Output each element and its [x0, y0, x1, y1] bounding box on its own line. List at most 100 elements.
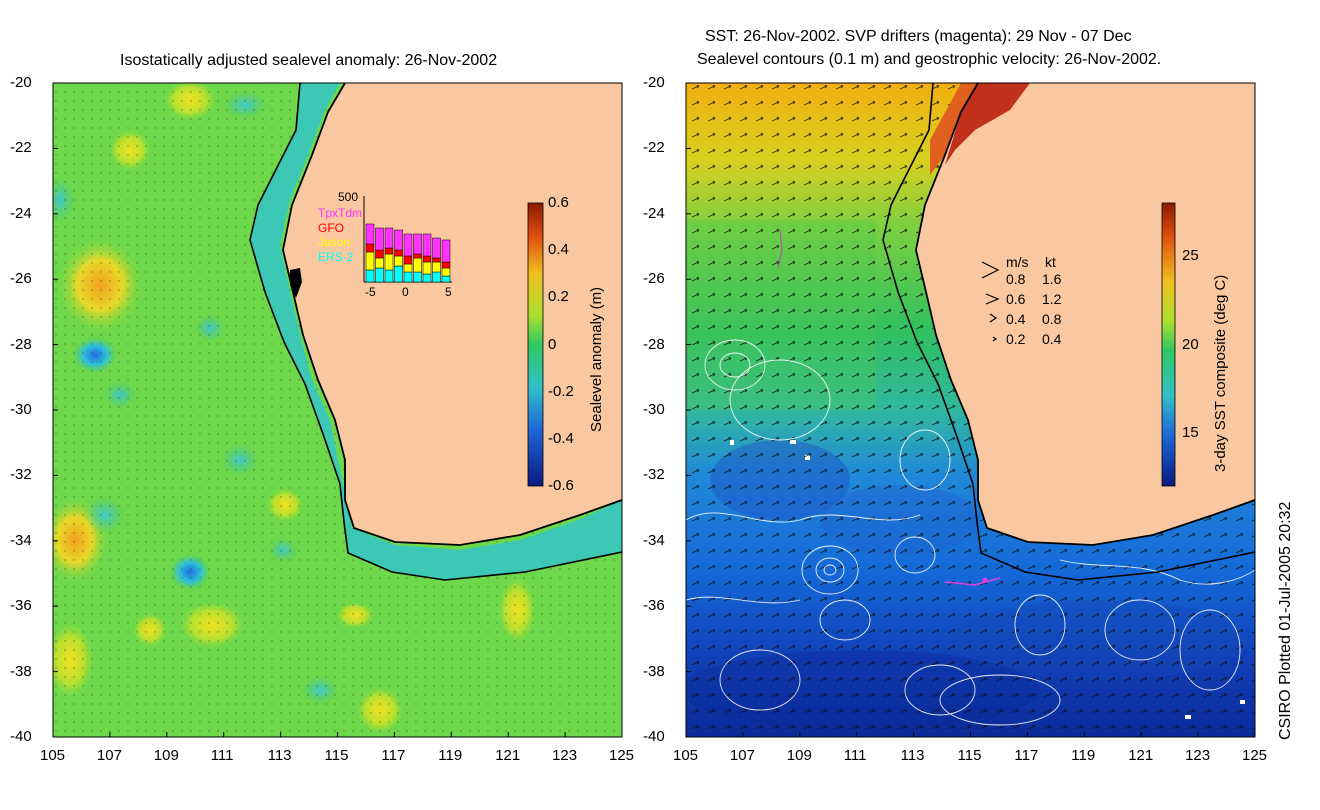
speed-legend-ms: 0.2	[1006, 331, 1026, 347]
inset-bar-segment	[432, 237, 441, 259]
right-lat-tick-label: -38	[643, 662, 665, 680]
inset-bar-segment	[375, 257, 384, 269]
left-colorbar-label: Sealevel anomaly (m)	[588, 286, 605, 432]
inset-bar-segment	[422, 261, 432, 275]
left-lon-tick-label: 115	[324, 747, 349, 764]
inset-bar-segment	[432, 257, 441, 263]
inset-bar-segment	[375, 249, 384, 259]
inset-bar-segment	[375, 227, 384, 251]
left-lat-tick-label: -40	[10, 728, 32, 745]
left-lon-tick-label: 109	[153, 747, 179, 764]
right-lon-tick-label: 123	[1185, 747, 1211, 764]
inset-bar-segment	[365, 243, 375, 253]
left-lon-tick-label: 107	[96, 747, 122, 764]
left-lat-tick-label: -36	[10, 597, 32, 615]
inset-bar-segment	[441, 275, 451, 283]
left-lat-tick-label: -20	[10, 74, 32, 91]
speed-legend-ms: 0.8	[1006, 271, 1026, 287]
inset-bar-segment	[384, 247, 394, 255]
left-colorbar-tick: 0	[548, 335, 557, 353]
right-lon-tick-label: 105	[673, 747, 699, 764]
left-lat-tick-label: -34	[10, 531, 32, 549]
inset-bar-segment	[384, 269, 394, 283]
left-colorbar-tick: -0.2	[548, 382, 574, 400]
right-colorbar-label: 3-day SST composite (deg C)	[1212, 274, 1229, 472]
left-lon-tick-label: 119	[438, 747, 463, 764]
speed-legend-header-ms: m/s	[1006, 254, 1029, 270]
inset-bar-segment	[432, 261, 441, 273]
inset-bar-segment	[432, 271, 441, 283]
inset-x-tick: 0	[402, 285, 409, 299]
left-colorbar-tick: -0.4	[548, 429, 574, 447]
inset-bar-segment	[403, 233, 413, 257]
left-lon-tick-label: 113	[267, 747, 292, 764]
right-lat-tick-label: -24	[643, 204, 665, 222]
left-colorbar-tick: 0.4	[548, 241, 569, 259]
inset-x-tick: -5	[365, 285, 376, 299]
inset-bar-segment	[441, 267, 451, 277]
left-lat-tick-label: -28	[10, 335, 32, 353]
inset-bar-segment	[394, 249, 403, 257]
right-lon-tick-label: 111	[843, 747, 867, 764]
inset-bar-segment	[394, 229, 403, 251]
left-lat-tick-label: -32	[10, 466, 32, 484]
left-lat-tick-label: -24	[10, 204, 32, 222]
right-lon-tick-label: 107	[729, 747, 755, 764]
speed-legend-arrows	[981, 261, 1000, 342]
coverage-inset-chart	[363, 196, 452, 283]
right-lon-tick-label: 113	[900, 747, 925, 764]
left-lat-tick-label: -22	[10, 139, 32, 157]
inset-bar-segment	[394, 265, 403, 283]
left-lat-tick-label: -26	[10, 270, 32, 288]
inset-bar-segment	[413, 257, 422, 273]
inset-bar-segment	[422, 273, 432, 283]
inset-bar-segment	[441, 261, 451, 269]
inset-bar-segment	[403, 271, 413, 283]
speed-legend-kt: 0.4	[1042, 331, 1062, 347]
right-lat-tick-label: -36	[643, 597, 665, 615]
right-lon-tick-label: 121	[1128, 747, 1154, 764]
right-lon-tick-label: 125	[1242, 747, 1268, 764]
right-lat-tick-label: -30	[643, 401, 665, 418]
inset-bar-segment	[441, 239, 451, 263]
inset-bar-segment	[413, 253, 422, 259]
inset-bar-segment	[365, 223, 375, 245]
inset-bar-segment	[394, 255, 403, 267]
right-lon-tick-label: 119	[1071, 747, 1096, 764]
right-lat-tick-label: -20	[643, 74, 665, 91]
inset-bar-segment	[403, 255, 413, 265]
left-lon-tick-label: 117	[381, 747, 406, 764]
inset-legend-gfo: GFO	[318, 220, 344, 235]
left-colorbar	[527, 202, 544, 487]
speed-legend-ms: 0.6	[1006, 291, 1026, 307]
right-map-field	[686, 83, 1255, 737]
inset-legend-tpxtdm: TpxTdm	[318, 206, 363, 220]
left-lon-tick-label: 111	[210, 747, 234, 764]
inset-bar-segment	[384, 227, 394, 249]
left-lon-tick-label: 125	[609, 747, 635, 764]
speed-legend-header-kt: kt	[1045, 254, 1056, 270]
inset-bar-segment	[403, 263, 413, 273]
right-lat-tick-label: -26	[643, 270, 665, 288]
right-lon-tick-label: 109	[786, 747, 812, 764]
right-lat-tick-label: -22	[643, 139, 665, 157]
inset-bar-segment	[365, 251, 375, 271]
left-colorbar-tick: 0.2	[548, 288, 569, 306]
right-lat-tick-label: -28	[643, 335, 665, 353]
left-lon-tick-label: 123	[552, 747, 578, 764]
left-map-title: Isostatically adjusted sealevel anomaly:…	[120, 52, 498, 69]
inset-bar-segment	[413, 233, 422, 255]
right-colorbar-tick: 15	[1182, 423, 1199, 441]
speed-legend-kt: 0.8	[1042, 311, 1062, 327]
right-map-title-line1: SST: 26-Nov-2002. SVP drifters (magenta)…	[705, 28, 1132, 45]
inset-bar-segment	[422, 255, 432, 263]
left-colorbar-tick: -0.6	[548, 477, 574, 494]
speed-legend-ms: 0.4	[1006, 311, 1026, 327]
left-lon-tick-label: 105	[40, 747, 66, 764]
left-lat-tick-label: -30	[10, 401, 32, 418]
inset-bar-segment	[413, 271, 422, 283]
inset-bar-segment	[384, 253, 394, 271]
right-lat-tick-label: -40	[643, 728, 665, 745]
inset-bar-segment	[375, 267, 384, 283]
